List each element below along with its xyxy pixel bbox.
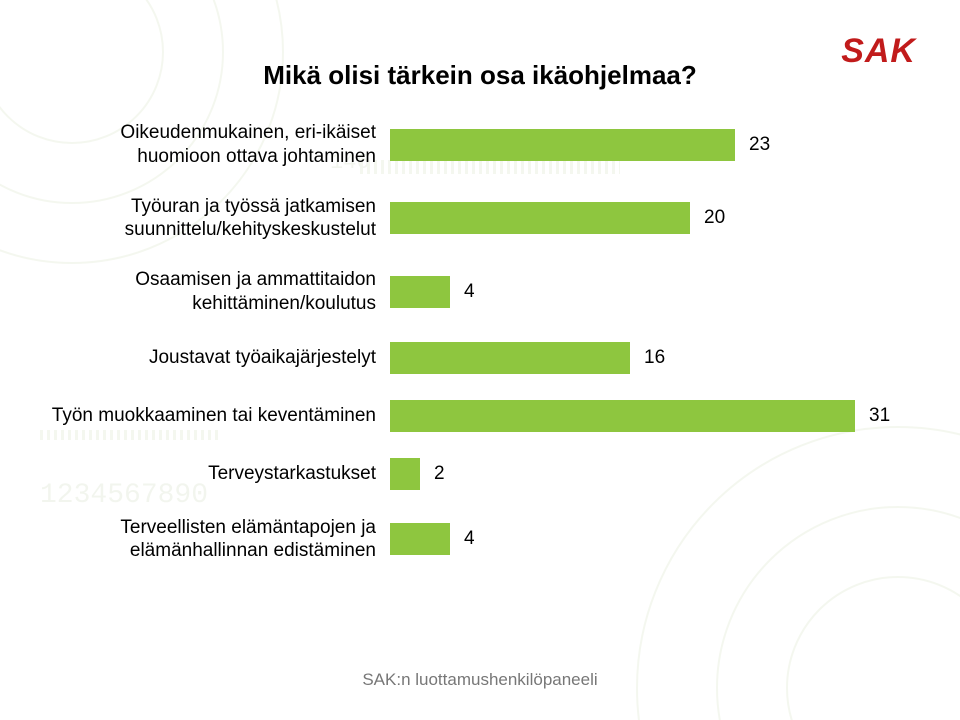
- bar-area: 31: [390, 400, 924, 432]
- bar-value: 20: [704, 207, 725, 229]
- bar-value: 2: [434, 463, 445, 485]
- bar-value: 4: [464, 281, 475, 303]
- bar: [390, 400, 855, 432]
- chart-row: Oikeudenmukainen, eri-ikäiset huomioon o…: [36, 121, 924, 169]
- category-label: Joustavat työaikajärjestelyt: [36, 346, 390, 370]
- footer-text: SAK:n luottamushenkilöpaneeli: [0, 670, 960, 690]
- bar: [390, 523, 450, 555]
- category-label: Työn muokkaaminen tai keventäminen: [36, 404, 390, 428]
- chart-row: Työuran ja työssä jatkamisen suunnittelu…: [36, 195, 924, 243]
- chart-title: Mikä olisi tärkein osa ikäohjelmaa?: [0, 60, 960, 91]
- category-label: Terveellisten elämäntapojen ja elämänhal…: [36, 516, 390, 564]
- bar-area: 4: [390, 523, 924, 555]
- chart-container: Mikä olisi tärkein osa ikäohjelmaa? Oike…: [0, 60, 960, 563]
- bar-value: 31: [869, 405, 890, 427]
- bar-value: 23: [749, 134, 770, 156]
- bar-area: 20: [390, 202, 924, 234]
- bar-value: 4: [464, 528, 475, 550]
- chart-row: Joustavat työaikajärjestelyt 16: [36, 342, 924, 374]
- chart-rows: Oikeudenmukainen, eri-ikäiset huomioon o…: [0, 121, 960, 563]
- category-label: Oikeudenmukainen, eri-ikäiset huomioon o…: [36, 121, 390, 169]
- bar-area: 4: [390, 276, 924, 308]
- chart-row: Osaamisen ja ammattitaidon kehittäminen/…: [36, 268, 924, 316]
- bar-area: 23: [390, 129, 924, 161]
- category-label: Osaamisen ja ammattitaidon kehittäminen/…: [36, 268, 390, 316]
- bar-area: 2: [390, 458, 924, 490]
- chart-row: Terveellisten elämäntapojen ja elämänhal…: [36, 516, 924, 564]
- chart-row: Terveystarkastukset 2: [36, 458, 924, 490]
- category-label: Työuran ja työssä jatkamisen suunnittelu…: [36, 195, 390, 243]
- chart-row: Työn muokkaaminen tai keventäminen 31: [36, 400, 924, 432]
- bar: [390, 202, 690, 234]
- bar: [390, 276, 450, 308]
- bar-area: 16: [390, 342, 924, 374]
- bar: [390, 342, 630, 374]
- bar: [390, 129, 735, 161]
- bar-value: 16: [644, 347, 665, 369]
- category-label: Terveystarkastukset: [36, 462, 390, 486]
- bar: [390, 458, 420, 490]
